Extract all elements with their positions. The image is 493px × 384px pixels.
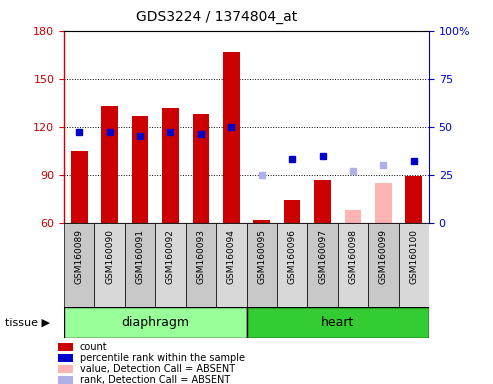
Bar — [162, 108, 179, 223]
Bar — [125, 223, 155, 307]
Bar — [64, 223, 95, 307]
Text: GSM160097: GSM160097 — [318, 230, 327, 285]
Bar — [375, 183, 391, 223]
Text: GSM160089: GSM160089 — [75, 230, 84, 285]
Bar — [102, 106, 118, 223]
Text: percentile rank within the sample: percentile rank within the sample — [80, 353, 245, 363]
Bar — [253, 220, 270, 223]
Bar — [368, 223, 398, 307]
Text: GSM160093: GSM160093 — [196, 230, 206, 285]
Bar — [71, 151, 88, 223]
Bar — [58, 376, 73, 384]
Bar — [95, 223, 125, 307]
Text: GSM160100: GSM160100 — [409, 230, 418, 285]
Bar — [223, 51, 240, 223]
Text: GSM160092: GSM160092 — [166, 230, 175, 285]
Bar — [58, 365, 73, 372]
Text: GSM160094: GSM160094 — [227, 230, 236, 285]
Text: GSM160098: GSM160098 — [349, 230, 357, 285]
Text: rank, Detection Call = ABSENT: rank, Detection Call = ABSENT — [80, 375, 230, 384]
Bar — [284, 200, 300, 223]
Bar — [193, 114, 209, 223]
Bar — [64, 307, 246, 338]
Bar — [246, 307, 429, 338]
Text: GSM160099: GSM160099 — [379, 230, 388, 285]
Bar — [155, 223, 186, 307]
Text: heart: heart — [321, 316, 354, 329]
Bar — [338, 223, 368, 307]
Text: GDS3224 / 1374804_at: GDS3224 / 1374804_at — [136, 10, 298, 23]
Text: count: count — [80, 342, 107, 352]
Bar — [398, 223, 429, 307]
Text: GSM160096: GSM160096 — [287, 230, 297, 285]
Bar — [345, 210, 361, 223]
Bar — [132, 116, 148, 223]
Text: GSM160095: GSM160095 — [257, 230, 266, 285]
Bar — [58, 343, 73, 351]
Bar — [307, 223, 338, 307]
Text: value, Detection Call = ABSENT: value, Detection Call = ABSENT — [80, 364, 235, 374]
Text: tissue ▶: tissue ▶ — [5, 318, 50, 328]
Bar — [246, 223, 277, 307]
Bar — [216, 223, 246, 307]
Bar — [314, 180, 331, 223]
Bar — [277, 223, 307, 307]
Text: diaphragm: diaphragm — [121, 316, 189, 329]
Bar — [186, 223, 216, 307]
Bar — [58, 354, 73, 362]
Text: GSM160091: GSM160091 — [136, 230, 144, 285]
Text: GSM160090: GSM160090 — [105, 230, 114, 285]
Bar — [405, 176, 422, 223]
